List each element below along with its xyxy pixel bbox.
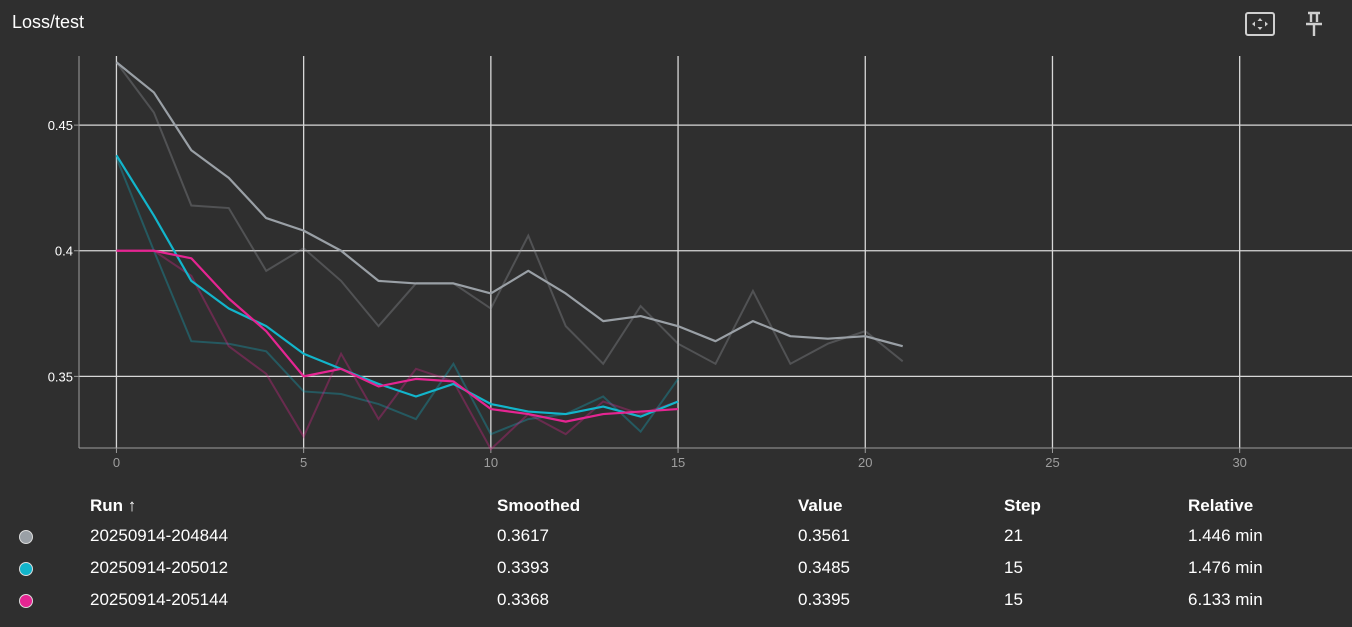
chart-title: Loss/test bbox=[12, 12, 85, 32]
run-smoothed: 0.3368 bbox=[497, 590, 549, 609]
raw-series-line bbox=[115, 157, 679, 436]
raw-series-line bbox=[116, 249, 679, 451]
smoothed-series-line bbox=[116, 249, 679, 423]
fit-to-screen-icon bbox=[1245, 12, 1275, 36]
y-tick-label: 0.4 bbox=[55, 244, 73, 259]
x-tick-label: 0 bbox=[113, 455, 120, 470]
run-step: 21 bbox=[1004, 526, 1023, 545]
run-color-dot bbox=[19, 529, 33, 544]
table-row[interactable]: 20250914-205012 0.3393 0.3485 15 1.476 m… bbox=[0, 552, 1348, 584]
x-tick-label: 15 bbox=[671, 455, 685, 470]
fit-to-screen-button[interactable] bbox=[1243, 8, 1277, 40]
y-tick-label: 0.35 bbox=[48, 369, 73, 384]
table-header-row: Run ↑ Smoothed Value Step Relative bbox=[0, 492, 1348, 520]
pin-icon bbox=[1306, 11, 1322, 36]
x-tick-label: 10 bbox=[484, 455, 498, 470]
run-relative: 1.476 min bbox=[1188, 558, 1263, 577]
line-chart: 0 5 10 15 20 25 30 0.35 0.4 0.45 bbox=[48, 56, 1352, 470]
run-relative: 6.133 min bbox=[1188, 590, 1263, 609]
table-row[interactable]: 20250914-204844 0.3617 0.3561 21 1.446 m… bbox=[0, 520, 1348, 552]
header-smoothed[interactable]: Smoothed bbox=[497, 496, 581, 515]
run-color-dot bbox=[19, 561, 33, 576]
x-tick-label: 30 bbox=[1232, 455, 1246, 470]
run-smoothed: 0.3393 bbox=[497, 558, 549, 577]
y-tick-label: 0.45 bbox=[48, 118, 73, 133]
runs-table: Run ↑ Smoothed Value Step Relative 20250… bbox=[0, 492, 1348, 616]
x-tick-label: 20 bbox=[858, 455, 872, 470]
raw-series-line bbox=[115, 61, 904, 366]
run-name: 20250914-205144 bbox=[90, 590, 229, 609]
run-relative: 1.446 min bbox=[1188, 526, 1263, 545]
pin-button[interactable] bbox=[1297, 8, 1331, 40]
run-name: 20250914-204844 bbox=[90, 526, 229, 545]
header-value[interactable]: Value bbox=[798, 496, 843, 515]
run-step: 15 bbox=[1004, 558, 1023, 577]
run-color-dot bbox=[19, 593, 33, 608]
table-row[interactable]: 20250914-205144 0.3368 0.3395 15 6.133 m… bbox=[0, 584, 1348, 616]
run-name: 20250914-205012 bbox=[90, 558, 229, 577]
header-run[interactable]: Run ↑ bbox=[90, 496, 137, 515]
run-value: 0.3485 bbox=[798, 558, 850, 577]
header-step[interactable]: Step bbox=[1004, 496, 1041, 515]
x-tick-label: 25 bbox=[1045, 455, 1059, 470]
header-color bbox=[0, 492, 90, 520]
header-relative[interactable]: Relative bbox=[1188, 496, 1254, 515]
run-value: 0.3395 bbox=[798, 590, 850, 609]
run-smoothed: 0.3617 bbox=[497, 526, 549, 545]
run-step: 15 bbox=[1004, 590, 1023, 609]
x-tick-label: 5 bbox=[300, 455, 307, 470]
run-value: 0.3561 bbox=[798, 526, 850, 545]
smoothed-series-line bbox=[115, 154, 679, 418]
smoothed-series-line bbox=[115, 61, 903, 348]
